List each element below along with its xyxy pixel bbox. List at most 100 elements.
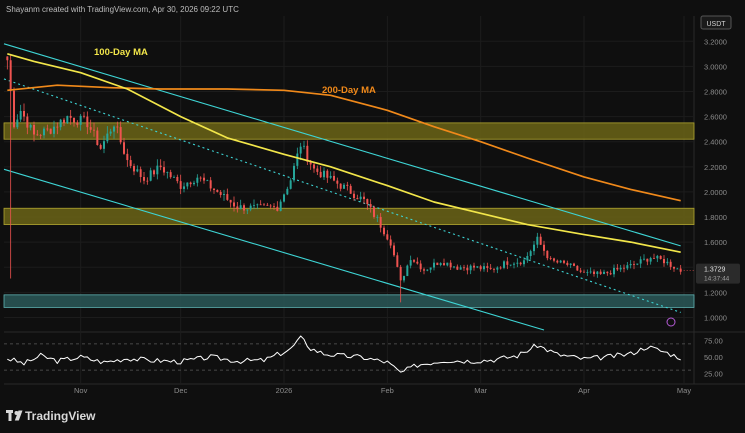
candle-body bbox=[23, 110, 25, 117]
candle-body bbox=[543, 244, 545, 251]
candle-body bbox=[266, 204, 269, 206]
candle-body bbox=[26, 116, 29, 128]
candle-body bbox=[576, 265, 579, 271]
tradingview-logo[interactable]: TradingView bbox=[6, 409, 96, 423]
candle-body bbox=[473, 265, 475, 268]
candle-body bbox=[506, 261, 509, 265]
candle-body bbox=[103, 141, 105, 149]
candle-body bbox=[386, 234, 389, 240]
candle-body bbox=[119, 127, 122, 143]
candle-body bbox=[13, 90, 15, 128]
candlesticks bbox=[6, 55, 682, 303]
candle-body bbox=[319, 171, 322, 178]
candle-body bbox=[56, 126, 59, 128]
candle-body bbox=[443, 263, 445, 266]
candle-body bbox=[639, 259, 642, 264]
candle-body bbox=[603, 271, 605, 274]
candle-body bbox=[273, 206, 275, 208]
candle-body bbox=[136, 169, 139, 172]
candle-body bbox=[439, 263, 442, 266]
candle-body bbox=[556, 260, 559, 263]
candle-body bbox=[666, 261, 669, 264]
candle-body bbox=[606, 271, 609, 274]
candle-body bbox=[363, 196, 365, 200]
candle-body bbox=[249, 205, 252, 210]
candle-body bbox=[73, 117, 75, 123]
candle-body bbox=[503, 261, 505, 268]
candle-body bbox=[163, 167, 165, 173]
candle-body bbox=[409, 260, 412, 266]
candle-body bbox=[226, 194, 229, 200]
rsi-tick-label: 25.00 bbox=[704, 369, 723, 378]
candle-body bbox=[633, 263, 635, 265]
candle-body bbox=[429, 267, 432, 270]
channel-mid-line bbox=[3, 78, 681, 313]
last-price-value: 1.3729 bbox=[704, 267, 726, 274]
candle-body bbox=[656, 255, 659, 259]
candle-body bbox=[483, 266, 485, 270]
candle-body bbox=[289, 180, 292, 189]
candle-body bbox=[206, 180, 209, 182]
candle-body bbox=[373, 207, 375, 217]
ma100-label: 100-Day MA bbox=[94, 47, 148, 58]
candle-body bbox=[513, 263, 515, 265]
candle-body bbox=[623, 267, 625, 269]
candle-body bbox=[646, 258, 649, 262]
candle-body bbox=[413, 260, 415, 262]
candle-body bbox=[259, 204, 262, 206]
candle-body bbox=[213, 188, 215, 190]
time-tick-label: 2026 bbox=[276, 386, 293, 395]
candle-body bbox=[416, 261, 419, 264]
candle-body bbox=[166, 172, 169, 173]
candle-body bbox=[669, 261, 672, 267]
candle-body bbox=[156, 165, 159, 175]
candle-body bbox=[176, 176, 179, 182]
candle-body bbox=[533, 244, 535, 252]
candle-body bbox=[613, 267, 615, 275]
candle-body bbox=[436, 262, 439, 266]
candle-body bbox=[173, 176, 175, 178]
tradingview-logo-icon bbox=[6, 410, 23, 421]
candle-body bbox=[76, 122, 79, 125]
last-price-countdown: 14:37:44 bbox=[704, 276, 730, 283]
currency-badge[interactable]: USDT bbox=[700, 15, 732, 30]
candle-body bbox=[59, 119, 62, 128]
candle-body bbox=[523, 260, 525, 265]
price-zone bbox=[3, 294, 695, 308]
candle-body bbox=[99, 144, 102, 149]
candle-body bbox=[573, 263, 575, 266]
candle-body bbox=[283, 194, 285, 202]
event-marker-icon bbox=[666, 317, 676, 327]
candle-body bbox=[509, 264, 512, 266]
candle-body bbox=[9, 60, 12, 91]
candle-body bbox=[183, 186, 185, 189]
candle-body bbox=[489, 267, 492, 269]
candle-body bbox=[346, 184, 349, 186]
candle-body bbox=[6, 56, 9, 61]
candle-body bbox=[219, 191, 222, 195]
candle-body bbox=[83, 115, 85, 117]
candle-body bbox=[449, 262, 452, 268]
price-tick-label: 2.8000 bbox=[704, 88, 727, 97]
candle-body bbox=[659, 255, 662, 260]
candle-body bbox=[109, 131, 112, 134]
candle-body bbox=[349, 185, 352, 194]
candle-body bbox=[316, 168, 319, 172]
candle-body bbox=[186, 182, 189, 187]
support-resistance-zones bbox=[3, 122, 695, 308]
candle-body bbox=[326, 170, 329, 178]
candle-body bbox=[476, 266, 479, 268]
candle-body bbox=[189, 182, 192, 185]
price-axis[interactable]: 3.2000 3.0000 2.8000 2.6000 2.4000 2.2000 2.00… bbox=[680, 37, 740, 322]
candle-body bbox=[496, 267, 499, 270]
time-axis[interactable]: Nov Dec 2026 Feb Mar Apr May bbox=[74, 386, 691, 395]
candle-body bbox=[133, 165, 135, 172]
candle-body bbox=[123, 142, 125, 154]
candle-body bbox=[253, 205, 255, 206]
candle-body bbox=[376, 216, 379, 218]
rsi-axis[interactable]: 75.00 50.00 25.00 bbox=[704, 337, 723, 379]
rsi-tick-label: 75.00 bbox=[704, 337, 723, 346]
time-tick-label: Nov bbox=[74, 386, 88, 395]
